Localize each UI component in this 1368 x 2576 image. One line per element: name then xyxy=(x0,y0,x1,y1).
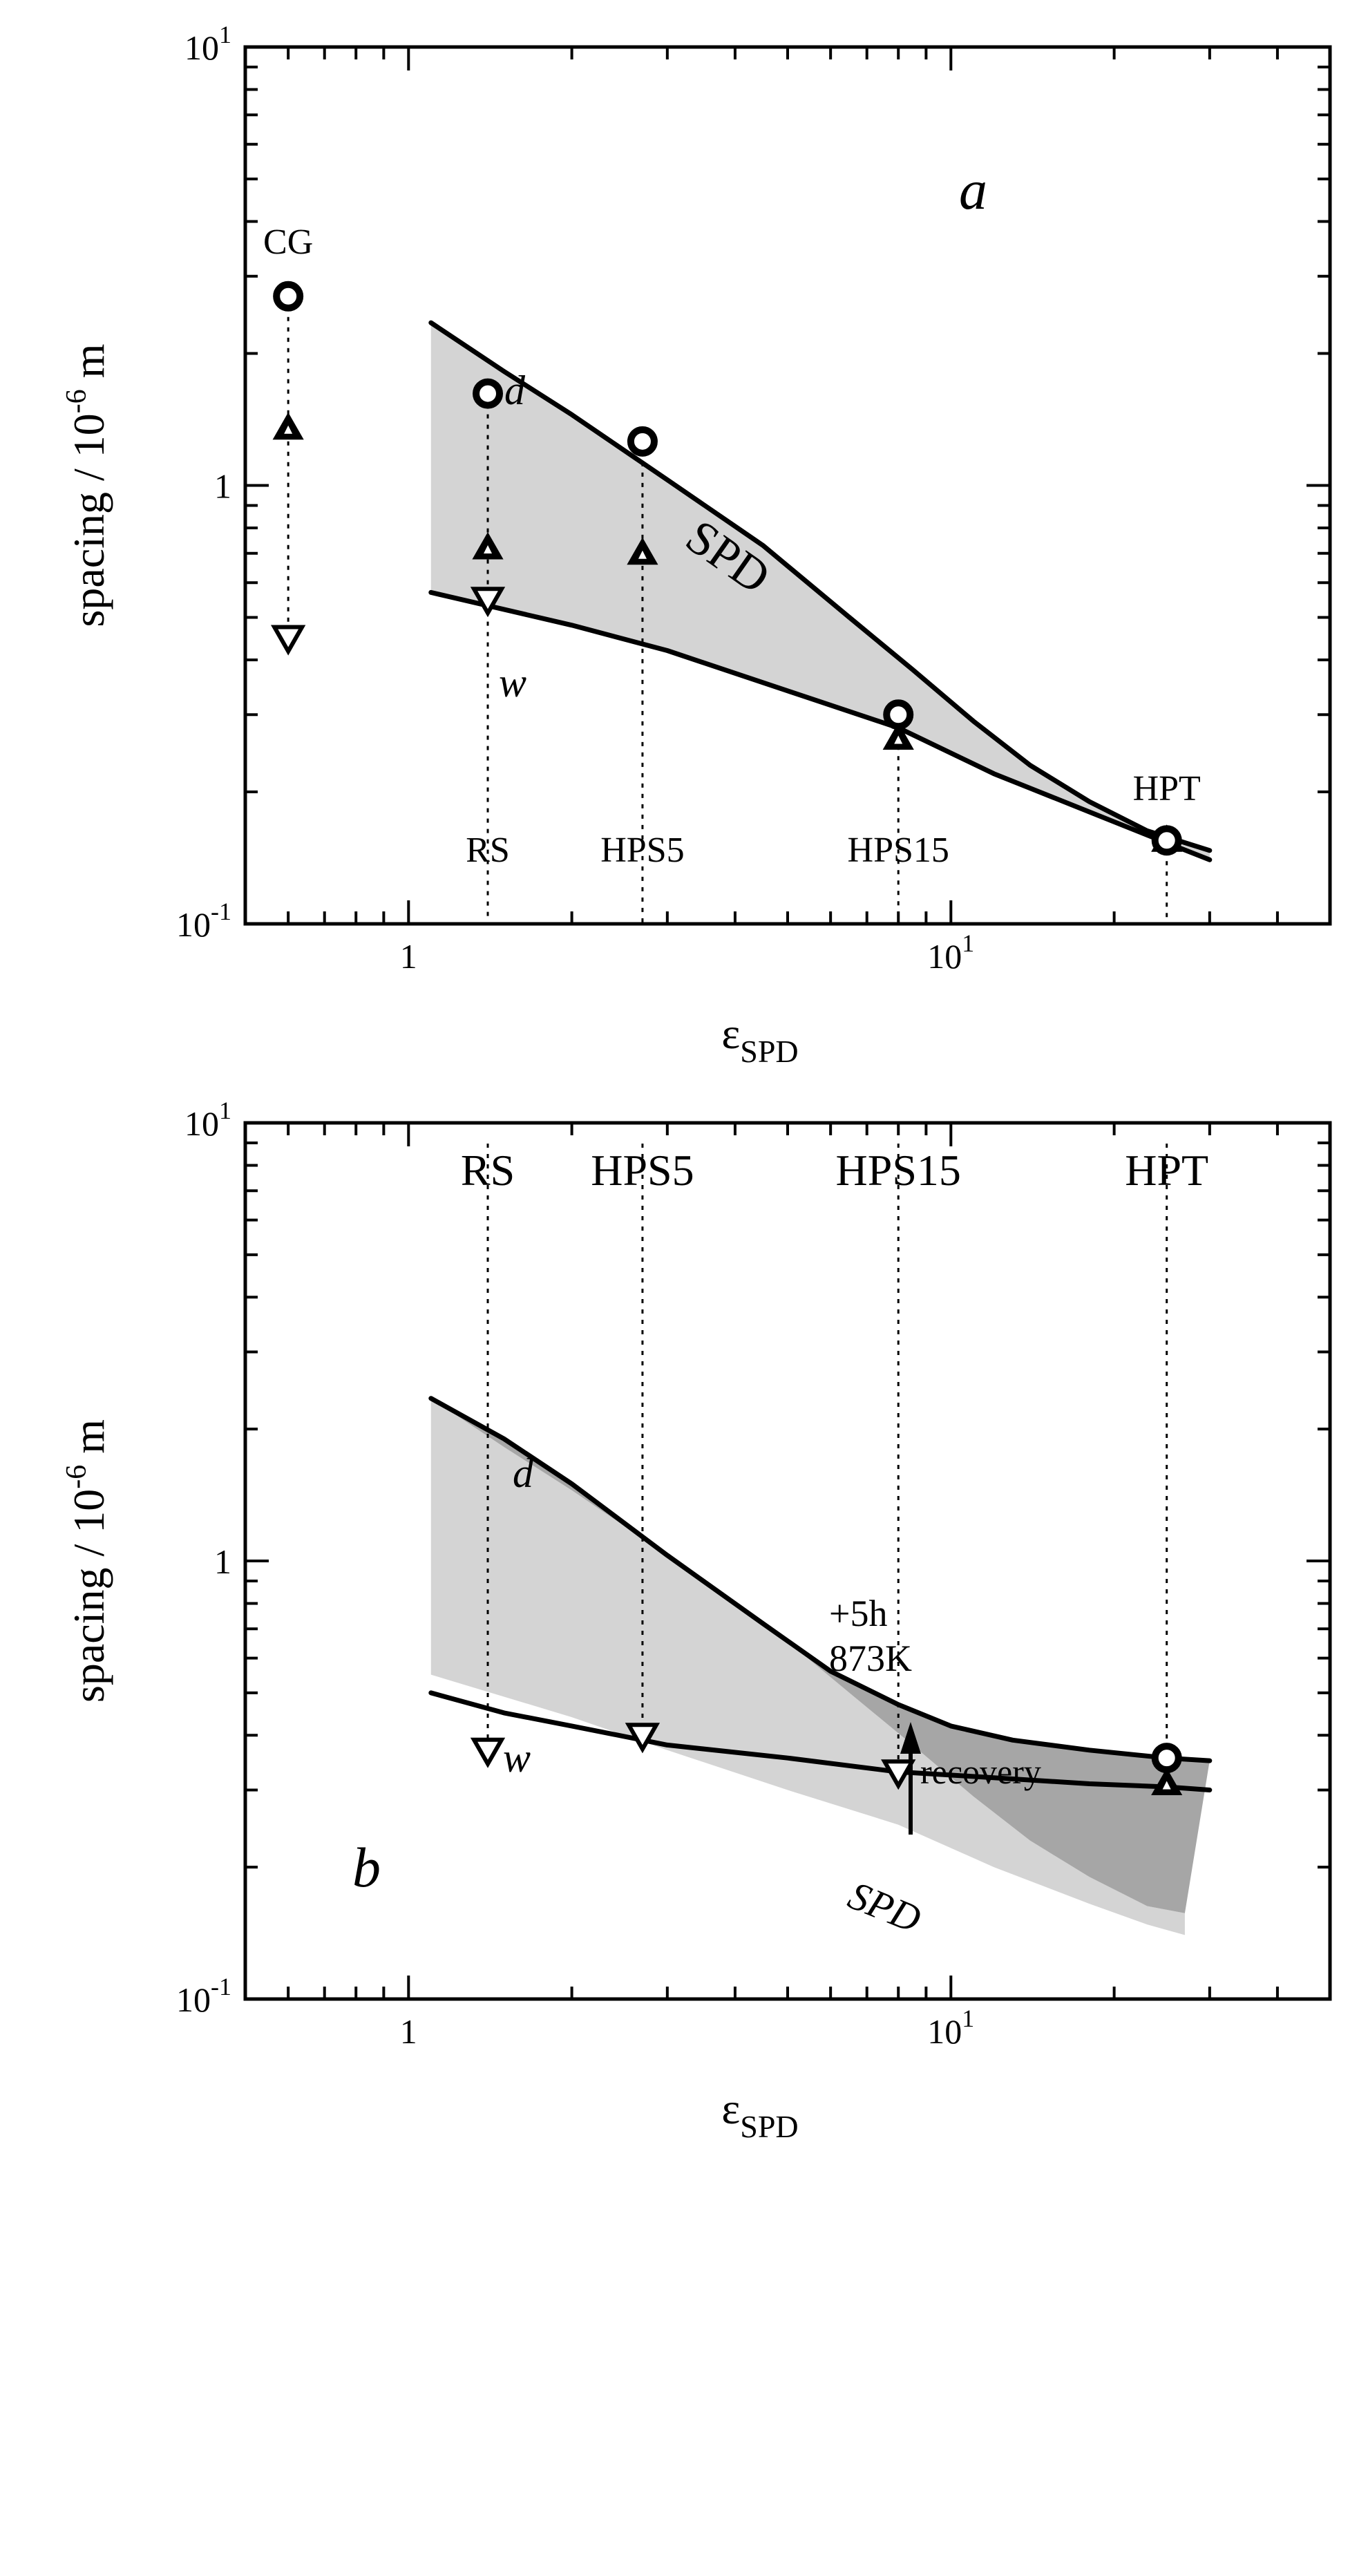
x-tick-label: 101 xyxy=(927,929,974,976)
x-axis-title-sub: SPD xyxy=(740,2109,798,2144)
curve-label-w: w xyxy=(499,660,526,705)
series-line-a-0 xyxy=(428,320,1213,853)
x-tick-label: 101 xyxy=(927,2005,974,2051)
curve-label-d: d xyxy=(504,368,526,413)
x-tick-base: 10 xyxy=(927,2012,962,2051)
x-tick-exp: 1 xyxy=(962,929,974,957)
y-tick-label: 10-1 xyxy=(176,1973,231,2019)
marker-label-a-1: RS xyxy=(466,831,510,870)
band-b-1 xyxy=(430,1398,1210,1913)
marker-label-b-0: RS xyxy=(461,1146,515,1195)
annotation-plus-5h: +5h xyxy=(829,1593,887,1634)
x-axis-title-base: ε xyxy=(721,1009,740,1058)
x-tick-base: 1 xyxy=(400,2012,417,2051)
x-axis-title-sub: SPD xyxy=(740,1034,798,1069)
down-triangle-marker xyxy=(881,1759,916,1790)
x-axis-title: εSPD xyxy=(721,2084,798,2144)
panel-letter-a: a xyxy=(959,158,987,221)
y-tick-exp: -1 xyxy=(211,898,231,925)
band-b-0 xyxy=(430,1398,1185,1935)
annotation-873k: 873K xyxy=(829,1638,912,1679)
y-axis-title-main: spacing / 10 xyxy=(64,413,113,627)
y-tick-exp: 1 xyxy=(219,21,231,48)
down-triangle-marker xyxy=(470,587,506,618)
x-axis-title: εSPD xyxy=(721,1009,798,1069)
x-tick-base: 1 xyxy=(400,937,417,976)
marker-label-b-1: HPS5 xyxy=(591,1146,694,1195)
y-tick-base: 10 xyxy=(184,28,219,67)
curve-label-d: d xyxy=(513,1450,534,1496)
y-tick-exp: 1 xyxy=(219,1097,231,1124)
circle-marker xyxy=(627,426,658,457)
circle-marker xyxy=(273,281,304,312)
x-axis-title-base: ε xyxy=(721,2084,740,2133)
series-line-b-1 xyxy=(428,1690,1213,1792)
y-axis-title: spacing / 10-6 m xyxy=(61,1419,113,1703)
curve-label-w: w xyxy=(503,1735,531,1781)
marker-label-b-3: HPT xyxy=(1125,1146,1208,1195)
circle-marker xyxy=(883,699,914,730)
down-triangle-marker xyxy=(625,1723,661,1754)
annotation-recovery: recovery xyxy=(920,1752,1041,1791)
y-tick-base: 10 xyxy=(184,1104,219,1143)
y-tick-label: 10-1 xyxy=(176,898,231,944)
y-tick-label: 1 xyxy=(214,1542,231,1581)
recovery-arrow-head xyxy=(900,1722,921,1754)
panel-letter-b: b xyxy=(352,1836,381,1899)
y-axis-title: spacing / 10-6 m xyxy=(61,343,113,627)
band-a-0 xyxy=(430,323,1210,860)
x-tick-label: 1 xyxy=(400,937,417,976)
y-axis-title-exp: -6 xyxy=(61,1465,93,1489)
down-triangle-marker xyxy=(270,625,306,656)
circle-marker xyxy=(1151,1743,1182,1774)
y-axis-title-unit: m xyxy=(64,1419,113,1465)
up-triangle-hole xyxy=(284,425,293,434)
circle-marker xyxy=(473,378,504,409)
y-tick-base: 10 xyxy=(176,905,211,944)
x-tick-base: 10 xyxy=(927,937,962,976)
y-axis-title-exp: -6 xyxy=(61,389,93,413)
marker-label-a-3: HPS15 xyxy=(848,831,949,870)
up-triangle-hole xyxy=(638,550,647,559)
y-axis-title-main: spacing / 10 xyxy=(64,1489,113,1703)
y-tick-label: 101 xyxy=(184,21,231,67)
circle-marker xyxy=(1151,825,1182,856)
y-tick-exp: -1 xyxy=(211,1973,231,2000)
x-tick-exp: 1 xyxy=(962,2005,974,2032)
down-triangle-marker xyxy=(470,1737,506,1768)
y-tick-label: 1 xyxy=(214,467,231,506)
y-tick-base: 1 xyxy=(214,467,231,506)
y-tick-label: 101 xyxy=(184,1097,231,1143)
y-axis-title-unit: m xyxy=(64,343,113,389)
up-triangle-hole xyxy=(1162,1781,1171,1790)
up-triangle-hole xyxy=(894,735,903,744)
x-tick-label: 1 xyxy=(400,2012,417,2051)
y-tick-base: 1 xyxy=(214,1542,231,1581)
marker-label-b-2: HPS15 xyxy=(836,1146,961,1195)
marker-label-a-4: HPT xyxy=(1133,769,1201,808)
series-line-b-0 xyxy=(428,1396,1213,1763)
up-triangle-hole xyxy=(484,545,493,554)
marker-label-a-2: HPS5 xyxy=(600,831,684,870)
marker-label-a-0: CG xyxy=(263,222,313,262)
y-tick-base: 10 xyxy=(176,1980,211,2019)
